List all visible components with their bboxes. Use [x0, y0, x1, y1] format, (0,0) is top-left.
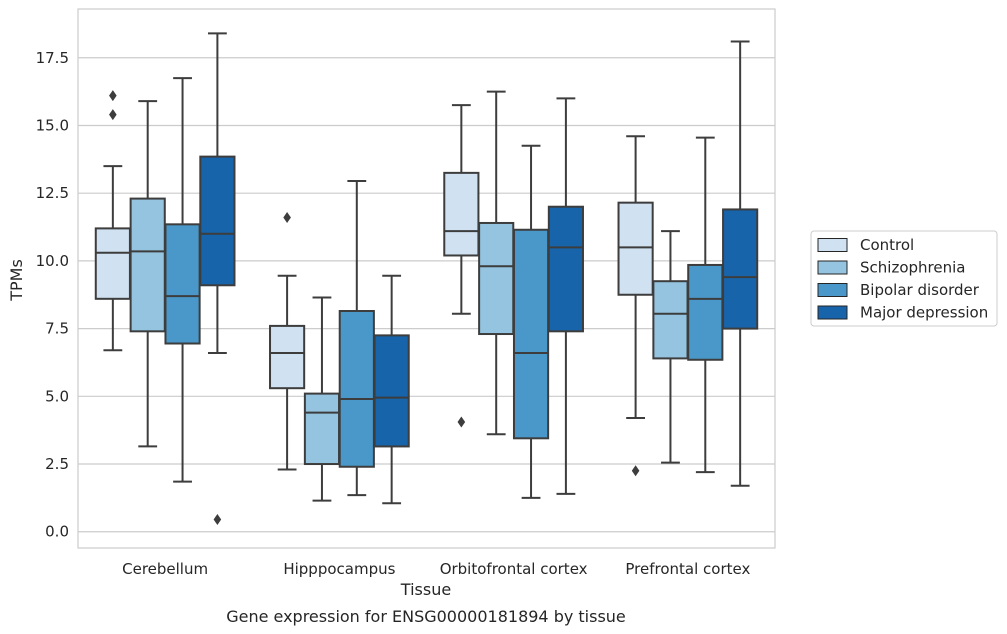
legend-label: Control	[860, 236, 914, 254]
box-body	[547, 205, 584, 333]
box-control-cerebellum	[94, 90, 131, 352]
outlier-point	[283, 212, 291, 224]
legend-item-major-depression: Major depression	[817, 304, 988, 322]
y-tick-label: 7.5	[45, 320, 69, 338]
box-major-depression-cerebellum	[199, 32, 236, 526]
legend-label: Schizophrenia	[860, 259, 965, 277]
box-bipolar-disorder-hipppocampus	[338, 179, 375, 497]
box-body	[478, 221, 515, 336]
box-body	[687, 263, 724, 361]
box-schizophrenia-cerebellum	[129, 100, 166, 448]
box-major-depression-hipppocampus	[373, 274, 410, 505]
box-body	[199, 155, 236, 287]
y-tick-label: 12.5	[36, 184, 69, 202]
outlier-point	[109, 90, 117, 102]
box-schizophrenia-prefrontal-cortex	[652, 230, 689, 464]
y-tick-label: 2.5	[45, 455, 69, 473]
chart-caption: Gene expression for ENSG00000181894 by t…	[226, 607, 626, 626]
legend-frame	[810, 230, 998, 327]
x-axis-ticks: Cerebellum Hipppocampus Orbitofrontal cort…	[122, 560, 750, 578]
outlier-point	[213, 514, 222, 526]
legend-item-schizophrenia: Schizophrenia	[817, 259, 965, 277]
legend-item-control: Control	[817, 236, 914, 254]
outlier-point	[109, 109, 117, 121]
x-axis-title: Tissue	[400, 580, 451, 599]
legend-swatch	[817, 238, 848, 252]
legend-swatch	[817, 260, 848, 275]
outlier-point	[631, 465, 640, 477]
box-body	[303, 392, 341, 466]
box-body	[652, 280, 689, 360]
box-body	[443, 171, 480, 257]
legend: Control Schizophrenia Bipolar disorder Majo…	[810, 230, 998, 327]
box-control-prefrontal-cortex	[617, 135, 654, 477]
legend-item-bipolar-disorder: Bipolar disorder	[817, 281, 980, 299]
box-body	[94, 227, 131, 300]
y-axis-ticks: 0.0 2.5 5.0 7.5 10.0 12.5 15.0 17.5	[36, 49, 69, 541]
box-bipolar-disorder-orbitofrontal-cortex	[512, 144, 550, 499]
legend-label: Bipolar disorder	[860, 281, 980, 299]
box-schizophrenia-hipppocampus	[303, 296, 341, 502]
box-body	[338, 310, 375, 468]
box-body	[269, 324, 306, 390]
y-tick-label: 10.0	[36, 252, 69, 270]
box-major-depression-orbitofrontal-cortex	[547, 97, 584, 495]
x-tick-label: Cerebellum	[122, 560, 208, 578]
box-body	[617, 201, 654, 296]
box-body	[129, 197, 166, 333]
legend-swatch	[817, 283, 848, 297]
legend-label: Major depression	[860, 304, 988, 322]
boxes	[94, 32, 759, 526]
box-bipolar-disorder-cerebellum	[164, 77, 201, 483]
y-axis-title: TPMs	[7, 259, 26, 302]
y-tick-label: 17.5	[36, 49, 69, 67]
outlier-point	[457, 416, 466, 428]
y-tick-label: 15.0	[36, 116, 69, 134]
box-major-depression-prefrontal-cortex	[722, 40, 759, 487]
box-body	[512, 228, 550, 440]
box-control-orbitofrontal-cortex	[443, 104, 480, 428]
x-tick-label: Orbitofrontal cortex	[440, 560, 588, 578]
x-tick-label: Prefrontal cortex	[625, 560, 750, 578]
box-schizophrenia-orbitofrontal-cortex	[478, 90, 515, 436]
box-body	[722, 208, 759, 330]
box-control-hipppocampus	[269, 212, 306, 471]
legend-swatch	[817, 305, 848, 320]
x-tick-label: Hipppocampus	[283, 560, 395, 578]
box-body	[373, 334, 410, 448]
y-tick-label: 5.0	[45, 387, 69, 405]
y-tick-label: 0.0	[45, 523, 69, 541]
box-body	[164, 223, 201, 345]
